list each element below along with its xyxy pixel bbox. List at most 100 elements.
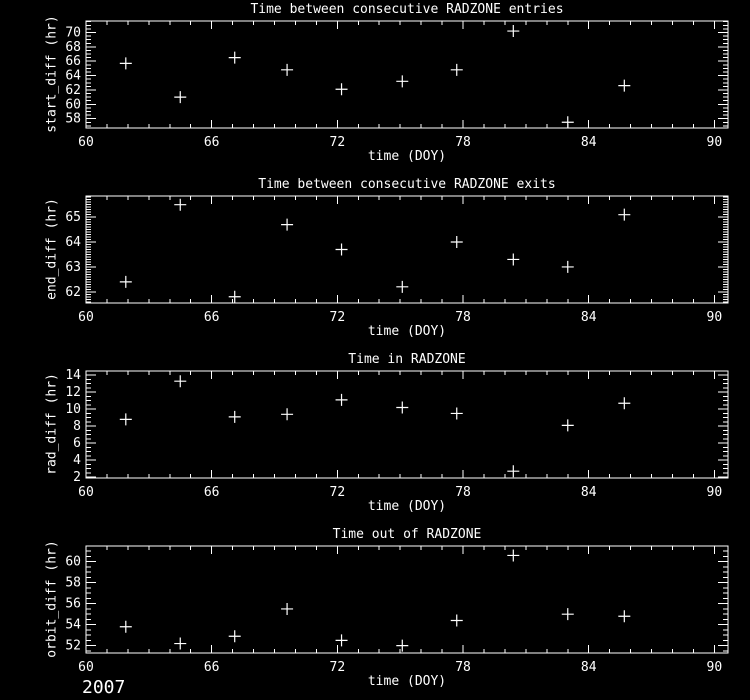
plus-marker — [335, 243, 348, 256]
y-tick-label: 63 — [65, 260, 81, 275]
x-axis-label: time (DOY) — [367, 149, 447, 164]
y-tick-label: 12 — [65, 385, 81, 400]
y-tick-label: 8 — [73, 419, 81, 434]
axes-box — [85, 545, 729, 654]
x-tick-label: 84 — [581, 310, 597, 325]
panel-start-diff: Time between consecutive RADZONE entries… — [0, 0, 750, 175]
y-tick-label: 10 — [65, 402, 81, 417]
plus-marker — [561, 116, 574, 129]
x-axis-label: time (DOY) — [367, 499, 447, 514]
plus-marker — [561, 608, 574, 621]
x-tick-label: 72 — [330, 485, 346, 500]
y-tick-label: 52 — [65, 639, 81, 654]
x-tick-label: 66 — [204, 135, 220, 150]
x-tick-label: 90 — [707, 310, 723, 325]
y-tick-label: 14 — [65, 368, 81, 383]
y-tick-label: 65 — [65, 210, 81, 225]
y-tick-label: 64 — [65, 235, 81, 250]
x-tick-label: 72 — [330, 310, 346, 325]
y-tick-label: 60 — [65, 97, 81, 112]
plus-marker — [507, 25, 520, 38]
y-tick-label: 2 — [73, 470, 81, 485]
plus-marker — [561, 419, 574, 432]
data-points — [119, 549, 631, 652]
plus-marker — [507, 465, 520, 478]
plus-marker — [507, 253, 520, 266]
tick-labels: 60 66 72 78 84 90 52 54 56 58 60 — [65, 555, 722, 675]
x-tick-label: 84 — [581, 660, 597, 675]
y-tick-label: 60 — [65, 555, 81, 570]
data-points — [119, 375, 631, 478]
x-tick-label: 60 — [78, 135, 94, 150]
x-tick-label: 78 — [455, 135, 471, 150]
plus-marker — [174, 637, 187, 650]
plus-marker — [335, 393, 348, 406]
y-tick-label: 58 — [65, 112, 81, 127]
plus-marker — [174, 198, 187, 211]
plus-marker — [507, 549, 520, 562]
plus-marker — [281, 602, 294, 615]
plus-marker — [450, 63, 463, 76]
plus-marker — [281, 408, 294, 421]
plus-marker — [228, 410, 241, 423]
x-tick-label: 78 — [455, 485, 471, 500]
x-axis-label: time (DOY) — [367, 324, 447, 339]
data-points — [119, 198, 631, 303]
y-tick-label: 54 — [65, 618, 81, 633]
plus-marker — [281, 218, 294, 231]
plus-marker — [281, 63, 294, 76]
x-tick-label: 60 — [78, 485, 94, 500]
plus-marker — [228, 290, 241, 303]
y-tick-label: 68 — [65, 40, 81, 55]
x-tick-label: 72 — [330, 660, 346, 675]
plus-marker — [119, 57, 132, 70]
plus-marker — [396, 280, 409, 293]
y-tick-label: 6 — [73, 436, 81, 451]
plus-marker — [618, 397, 631, 410]
y-tick-label: 62 — [65, 285, 81, 300]
x-axis-label: time (DOY) — [367, 674, 447, 689]
x-tick-label: 90 — [707, 485, 723, 500]
plus-marker — [335, 634, 348, 647]
axes-box — [85, 195, 729, 304]
x-tick-label: 90 — [707, 660, 723, 675]
plus-marker — [618, 610, 631, 623]
plot-canvas-rad-diff: 60 66 72 78 84 90 2 4 6 8 10 12 14 — [65, 368, 729, 500]
panel-end-diff: Time between consecutive RADZONE exits e… — [0, 175, 750, 350]
y-tick-label: 66 — [65, 54, 81, 69]
plus-marker — [228, 51, 241, 64]
x-tick-label: 72 — [330, 135, 346, 150]
plot-canvas-end-diff: 60 66 72 78 84 90 62 63 64 65 — [65, 195, 729, 325]
x-tick-label: 90 — [707, 135, 723, 150]
y-tick-label: 62 — [65, 83, 81, 98]
y-tick-label: 64 — [65, 69, 81, 84]
x-tick-label: 84 — [581, 135, 597, 150]
plus-marker — [119, 620, 132, 633]
axes-box — [85, 370, 729, 479]
plus-marker — [396, 401, 409, 414]
x-tick-label: 66 — [204, 310, 220, 325]
plot-title: Time between consecutive RADZONE entries — [250, 2, 564, 17]
panel-rad-diff: Time in RADZONE rad_diff (hr) 60 66 72 78 84… — [0, 350, 750, 525]
x-tick-label: 78 — [455, 310, 471, 325]
plus-marker — [618, 79, 631, 92]
plus-marker — [228, 630, 241, 643]
plus-marker — [618, 208, 631, 221]
plus-marker — [396, 639, 409, 652]
data-points — [119, 25, 631, 129]
plus-marker — [561, 260, 574, 273]
plot-title: Time between consecutive RADZONE exits — [258, 177, 556, 192]
x-tick-label: 60 — [78, 310, 94, 325]
y-tick-label: 58 — [65, 576, 81, 591]
plot-canvas-orbit-diff: 60 66 72 78 84 90 52 54 56 58 60 — [65, 545, 729, 675]
axes-box — [85, 20, 729, 129]
x-tick-label: 78 — [455, 660, 471, 675]
x-tick-label: 66 — [204, 660, 220, 675]
y-tick-label: 70 — [65, 25, 81, 40]
plus-marker — [450, 236, 463, 249]
plus-marker — [119, 413, 132, 426]
year-label: 2007 — [82, 677, 126, 698]
tick-labels: 60 66 72 78 84 90 2 4 6 8 10 12 14 — [65, 368, 722, 500]
